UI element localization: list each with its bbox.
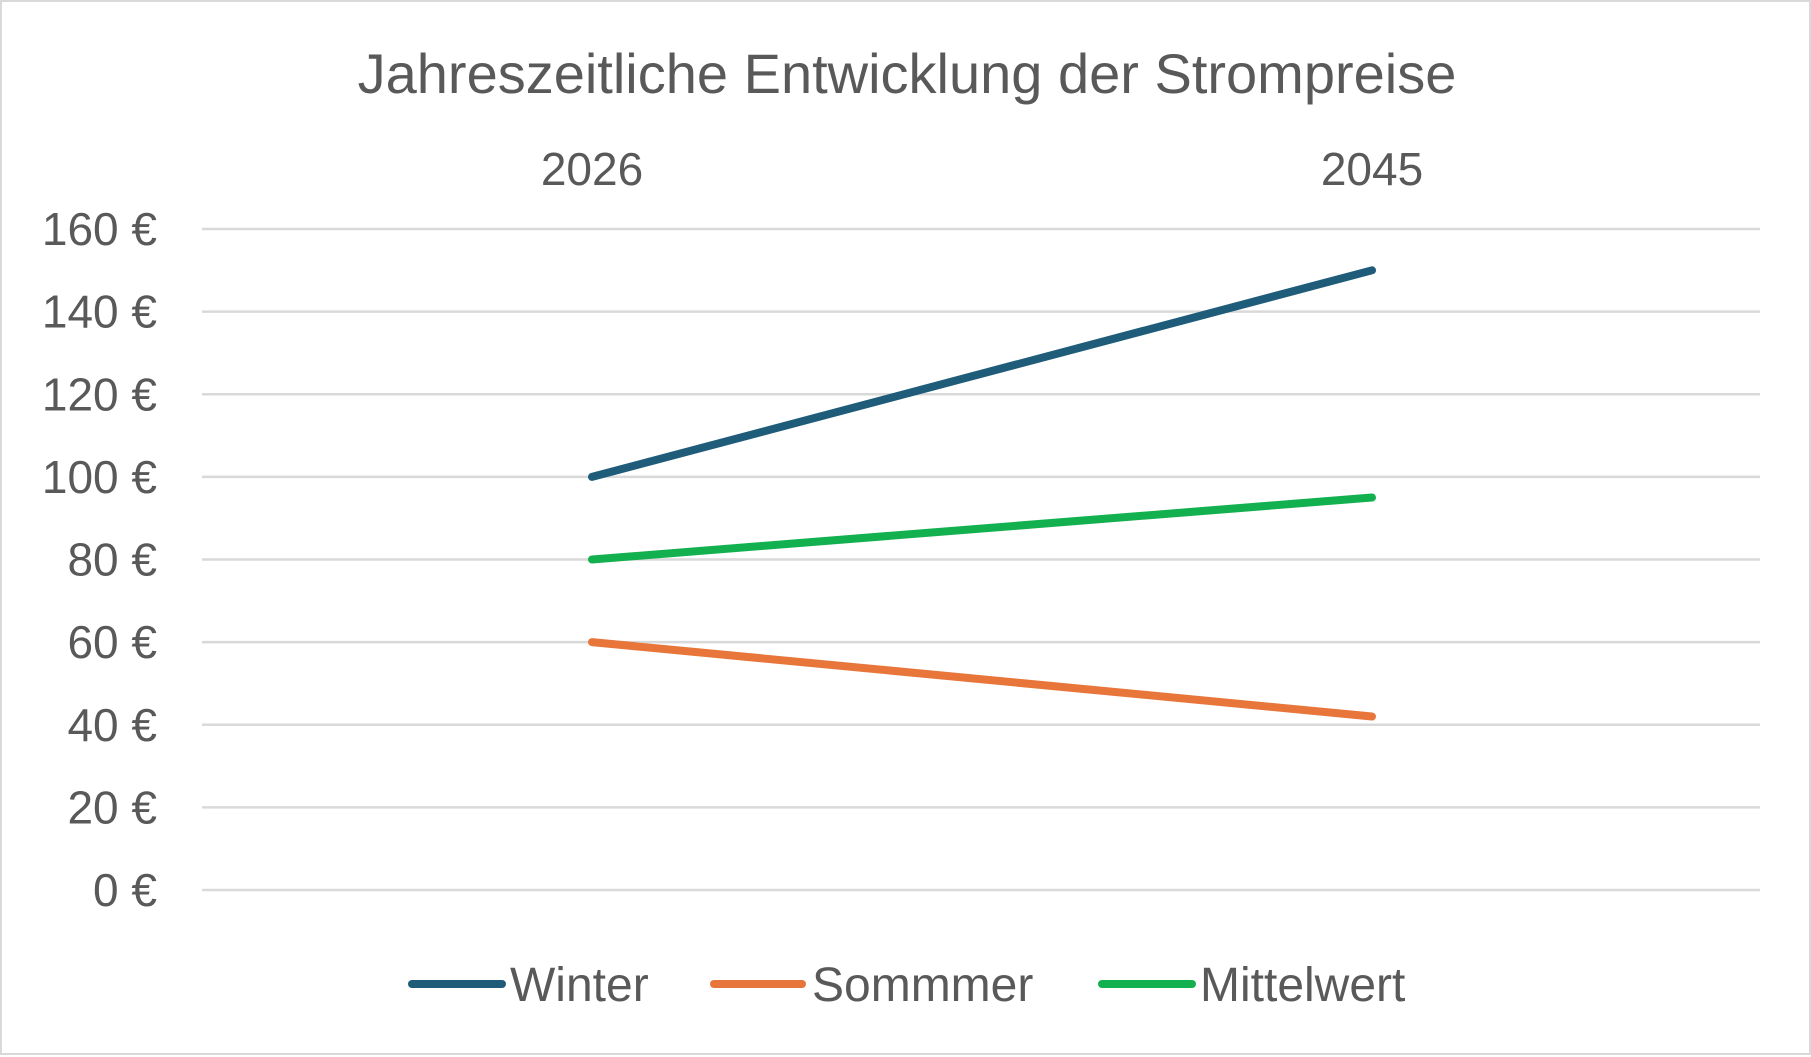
y-tick-label: 140 € (42, 286, 157, 338)
y-tick-label: 100 € (42, 451, 157, 503)
legend-label: Winter (510, 959, 649, 1012)
y-tick-label: 20 € (67, 781, 157, 833)
legend-label: Mittelwert (1200, 959, 1405, 1012)
category-labels: 2026 2045 (541, 143, 1423, 195)
y-tick-label: 120 € (42, 368, 157, 420)
y-tick-label: 0 € (93, 864, 157, 916)
series-line-sommmer (588, 638, 1376, 721)
y-tick-label: 60 € (67, 616, 157, 668)
chart-title: Jahreszeitliche Entwicklung der Strompre… (358, 42, 1457, 105)
legend-label: Sommmer (812, 959, 1033, 1012)
category-label: 2045 (1321, 143, 1423, 195)
y-tick-label: 40 € (67, 699, 157, 751)
y-tick-label: 160 € (42, 203, 157, 255)
series-line-mittelwert (588, 493, 1376, 564)
y-tick-label: 80 € (67, 534, 157, 586)
series-line-winter (588, 266, 1376, 481)
series-lines (588, 266, 1376, 721)
category-label: 2026 (541, 143, 643, 195)
gridlines (202, 227, 1760, 892)
legend: Winter Sommmer Mittelwert (408, 959, 1405, 1012)
y-axis-ticks: 0 € 20 € 40 € 60 € 80 € 100 € 120 € 140 € 160 € (42, 203, 157, 916)
